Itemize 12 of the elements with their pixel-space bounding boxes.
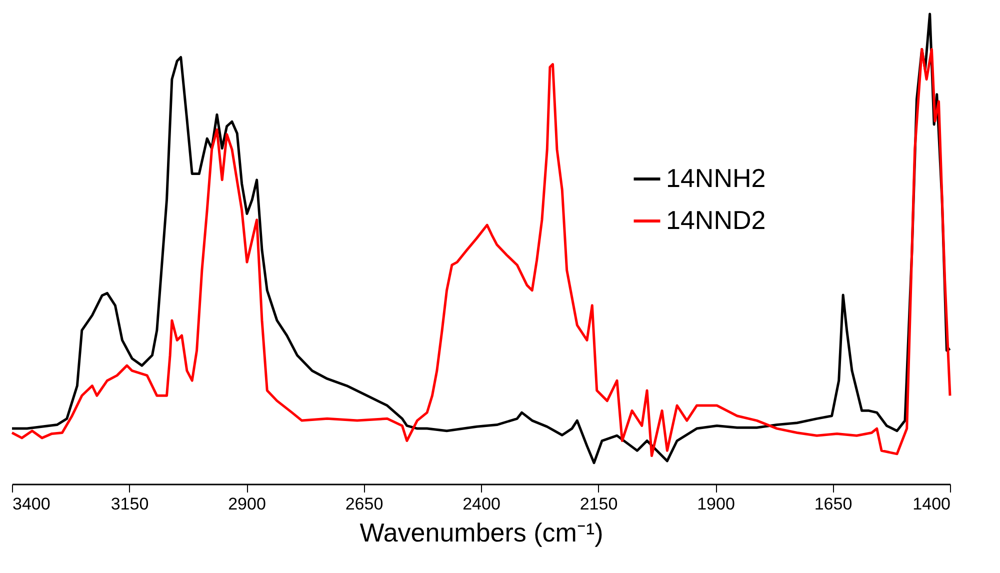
legend-label: 14NNH2 <box>666 163 766 193</box>
x-tick-label: 1650 <box>814 494 852 514</box>
x-tick-label: 3150 <box>110 494 149 514</box>
x-tick-label: 1400 <box>912 494 950 514</box>
legend-label: 14NND2 <box>666 205 766 235</box>
x-tick-label: 2900 <box>228 494 266 514</box>
x-tick-label: 1900 <box>697 494 735 514</box>
x-tick-label: 2150 <box>580 494 618 514</box>
x-axis-title: Wavenumbers (cm⁻¹) <box>360 518 604 548</box>
x-tick-label: 2650 <box>345 494 384 514</box>
x-tick-label: 3400 <box>12 494 50 514</box>
x-tick-label: 2400 <box>462 494 500 514</box>
